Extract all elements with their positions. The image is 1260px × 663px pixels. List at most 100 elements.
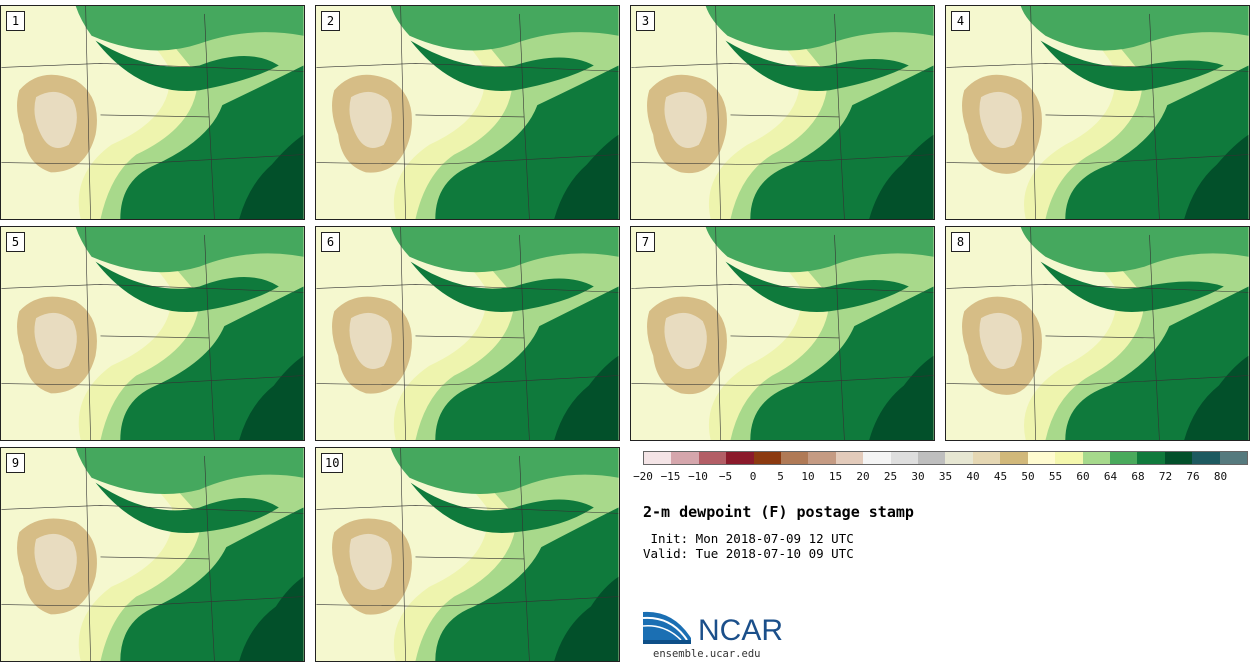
moist-tongue	[725, 40, 909, 91]
colorbar-swatch	[808, 452, 836, 464]
member-panel-1[interactable]: 1	[0, 5, 305, 220]
colorbar-tick-label: 72	[1158, 470, 1173, 483]
gulf-moisture	[120, 286, 304, 440]
colorbar-tick-label: 30	[911, 470, 925, 483]
very-humid-region	[1184, 355, 1249, 440]
gulf-moisture	[120, 507, 304, 661]
colorbar-ticks: −20 −15 −10 −5 0 5 10 15 20 25 30 35 40 45 50 55 60 64 68 7…	[633, 470, 1248, 484]
colorbar-tick-label: −10	[688, 470, 708, 483]
member-panel-2[interactable]: 2	[315, 5, 620, 220]
page-title: 2-m dewpoint (F) postage stamp	[643, 503, 914, 521]
colorbar-swatch	[726, 452, 754, 464]
moist-tongue	[95, 261, 279, 312]
very-humid-region	[869, 355, 934, 440]
colorbar-tick-label: 60	[1076, 470, 1090, 483]
colorbar-tick-label: 15	[828, 470, 843, 483]
driest-core	[664, 312, 707, 369]
driest-core	[34, 91, 77, 148]
moist-tongue	[1040, 40, 1224, 91]
colorbar-tick-label: 5	[777, 470, 784, 483]
dewpoint-map	[316, 448, 619, 661]
very-humid-region	[239, 355, 304, 440]
colorbar-tick-label: 0	[749, 470, 757, 483]
dewpoint-map	[316, 6, 619, 219]
moist-tongue	[95, 482, 279, 533]
dewpoint-map	[316, 227, 619, 440]
member-label: 4	[951, 11, 970, 31]
driest-core	[34, 533, 77, 590]
ensemble-url: ensemble.ucar.edu	[653, 648, 761, 660]
very-humid-region	[554, 355, 619, 440]
northern-band	[75, 448, 304, 495]
member-label: 9	[6, 453, 25, 473]
member-label: 10	[321, 453, 344, 473]
state-boundaries	[946, 6, 1249, 219]
state-boundaries	[631, 6, 934, 219]
state-boundaries	[1, 6, 304, 219]
colorbar-swatch	[863, 452, 891, 464]
dewpoint-map	[946, 6, 1249, 219]
state-boundaries	[316, 448, 619, 661]
ncar-logo-icon	[643, 611, 691, 644]
colorbar-swatch	[1192, 452, 1220, 464]
gulf-moisture	[1065, 286, 1249, 440]
member-panel-9[interactable]: 9	[0, 447, 305, 662]
colorbar-tick-label: 64	[1103, 470, 1118, 483]
member-panel-8[interactable]: 8	[945, 226, 1250, 441]
member-panel-3[interactable]: 3	[630, 5, 935, 220]
ncar-logo-text: NCAR	[698, 614, 784, 647]
colorbar-swatch	[698, 452, 727, 464]
colorbar-swatch	[1137, 452, 1165, 464]
colorbar-tick-label: 20	[856, 470, 870, 483]
member-label: 8	[951, 232, 970, 252]
gulf-moisture	[435, 286, 619, 440]
moist-tongue	[1040, 261, 1224, 312]
member-panel-4[interactable]: 4	[945, 5, 1250, 220]
valid-time: Valid: Tue 2018-07-10 09 UTC	[643, 546, 854, 561]
colorbar-tick-label: 40	[966, 470, 980, 483]
dewpoint-map	[1, 6, 304, 219]
dewpoint-map	[946, 227, 1249, 440]
colorbar-tick-label: 45	[993, 470, 1008, 483]
member-panel-10[interactable]: 10	[315, 447, 620, 662]
northern-band	[75, 6, 304, 51]
colorbar-swatch	[753, 452, 782, 464]
colorbar-tick-label: 68	[1131, 470, 1145, 483]
colorbar-swatch	[1000, 452, 1028, 464]
colorbar-swatch	[644, 452, 672, 464]
colorbar-swatch	[1082, 452, 1110, 464]
member-panel-6[interactable]: 6	[315, 226, 620, 441]
state-boundaries	[631, 227, 934, 440]
moist-tongue	[410, 482, 594, 533]
colorbar-tick-label: 25	[883, 470, 898, 483]
member-label: 3	[636, 11, 655, 31]
colorbar-tick-label: 10	[801, 470, 815, 483]
colorbar-swatch	[671, 452, 699, 464]
very-humid-region	[239, 134, 304, 219]
colorbar-tick-label: 76	[1186, 470, 1200, 483]
colorbar-swatch	[972, 452, 1001, 464]
colorbar-swatch	[945, 452, 973, 464]
colorbar-tick-label: 50	[1021, 470, 1035, 483]
member-panel-7[interactable]: 7	[630, 226, 935, 441]
member-label: 5	[6, 232, 25, 252]
colorbar-tick-label: −5	[718, 470, 733, 483]
colorbar-swatch	[918, 452, 946, 464]
northern-band	[1020, 227, 1249, 273]
colorbar-swatch	[781, 452, 809, 464]
member-label: 6	[321, 232, 340, 252]
driest-core	[664, 91, 707, 148]
state-boundaries	[316, 6, 619, 219]
state-boundaries	[946, 227, 1249, 440]
dewpoint-map	[1, 448, 304, 661]
very-humid-region	[554, 134, 619, 219]
colorbar-tick-label: 80	[1213, 470, 1228, 483]
northern-band	[705, 227, 934, 273]
driest-core	[349, 312, 392, 369]
driest-core	[349, 91, 392, 148]
very-humid-region	[554, 576, 619, 661]
dewpoint-map	[631, 227, 934, 440]
northern-band	[1020, 6, 1249, 51]
member-panel-5[interactable]: 5	[0, 226, 305, 441]
init-time: Init: Mon 2018-07-09 12 UTC	[643, 531, 854, 546]
